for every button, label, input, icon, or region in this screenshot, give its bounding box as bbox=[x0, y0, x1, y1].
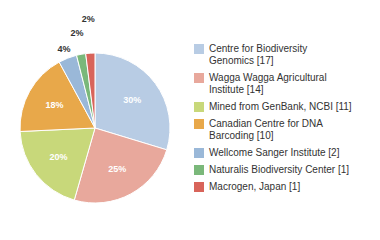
html-text:Mined from GenBank, NCBI [11]: Mined from GenBank, NCBI [11] bbox=[209, 100, 352, 112]
html-text:Wagga Wagga Agricultural Insti: Wagga Wagga Agricultural Institute [14] bbox=[209, 71, 327, 95]
svg-text:4%: 4% bbox=[57, 44, 70, 54]
svg-text:2%: 2% bbox=[70, 28, 83, 38]
svg-text:18%: 18% bbox=[45, 100, 63, 110]
svg-text:2%: 2% bbox=[82, 14, 95, 24]
svg-text:25%: 25% bbox=[108, 164, 126, 174]
html-text:Macrogen, Japan [1]: Macrogen, Japan [1] bbox=[209, 180, 301, 192]
svg-text:30%: 30% bbox=[123, 95, 141, 105]
html-text:Naturalis Biodiversity Center: Naturalis Biodiversity Center [1] bbox=[209, 163, 350, 175]
html-text:Canadian Centre for DNA Barcod: Canadian Centre for DNA Barcoding [10] bbox=[209, 117, 323, 141]
html-text:Centre for Biodiversity Genomi: Centre for Biodiversity Genomics [17] bbox=[209, 42, 308, 66]
svg-text:20%: 20% bbox=[50, 152, 68, 162]
html-text:Wellcome Sanger Institute [2]: Wellcome Sanger Institute [2] bbox=[209, 146, 340, 158]
